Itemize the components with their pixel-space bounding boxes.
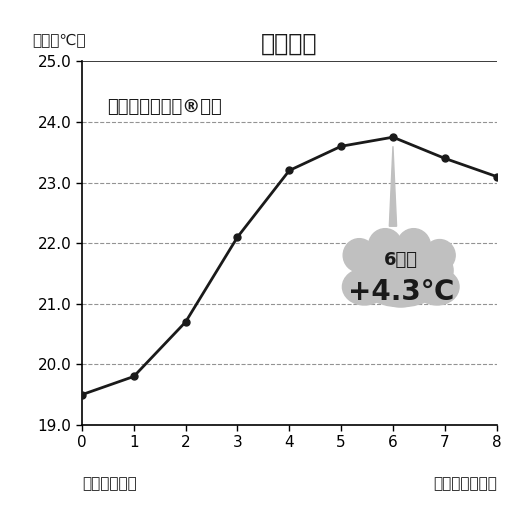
Text: 温度（℃）: 温度（℃） (32, 32, 86, 47)
Ellipse shape (368, 229, 402, 264)
Ellipse shape (353, 251, 392, 290)
Title: 温度測定: 温度測定 (261, 31, 317, 55)
Ellipse shape (385, 251, 426, 290)
Ellipse shape (377, 270, 424, 307)
Text: スマートヒート®毛布: スマートヒート®毛布 (107, 98, 222, 116)
Ellipse shape (424, 240, 455, 271)
Ellipse shape (354, 240, 447, 307)
Ellipse shape (397, 229, 431, 264)
Text: ボーケン調べ: ボーケン調べ (82, 476, 137, 491)
Ellipse shape (343, 239, 375, 272)
Text: +4.3℃: +4.3℃ (348, 278, 454, 306)
Ellipse shape (416, 252, 453, 289)
Ellipse shape (343, 269, 387, 305)
Ellipse shape (415, 269, 459, 305)
Text: 経過時間（分）: 経過時間（分） (433, 476, 497, 491)
Polygon shape (389, 146, 397, 226)
Text: 6分後: 6分後 (383, 251, 418, 269)
